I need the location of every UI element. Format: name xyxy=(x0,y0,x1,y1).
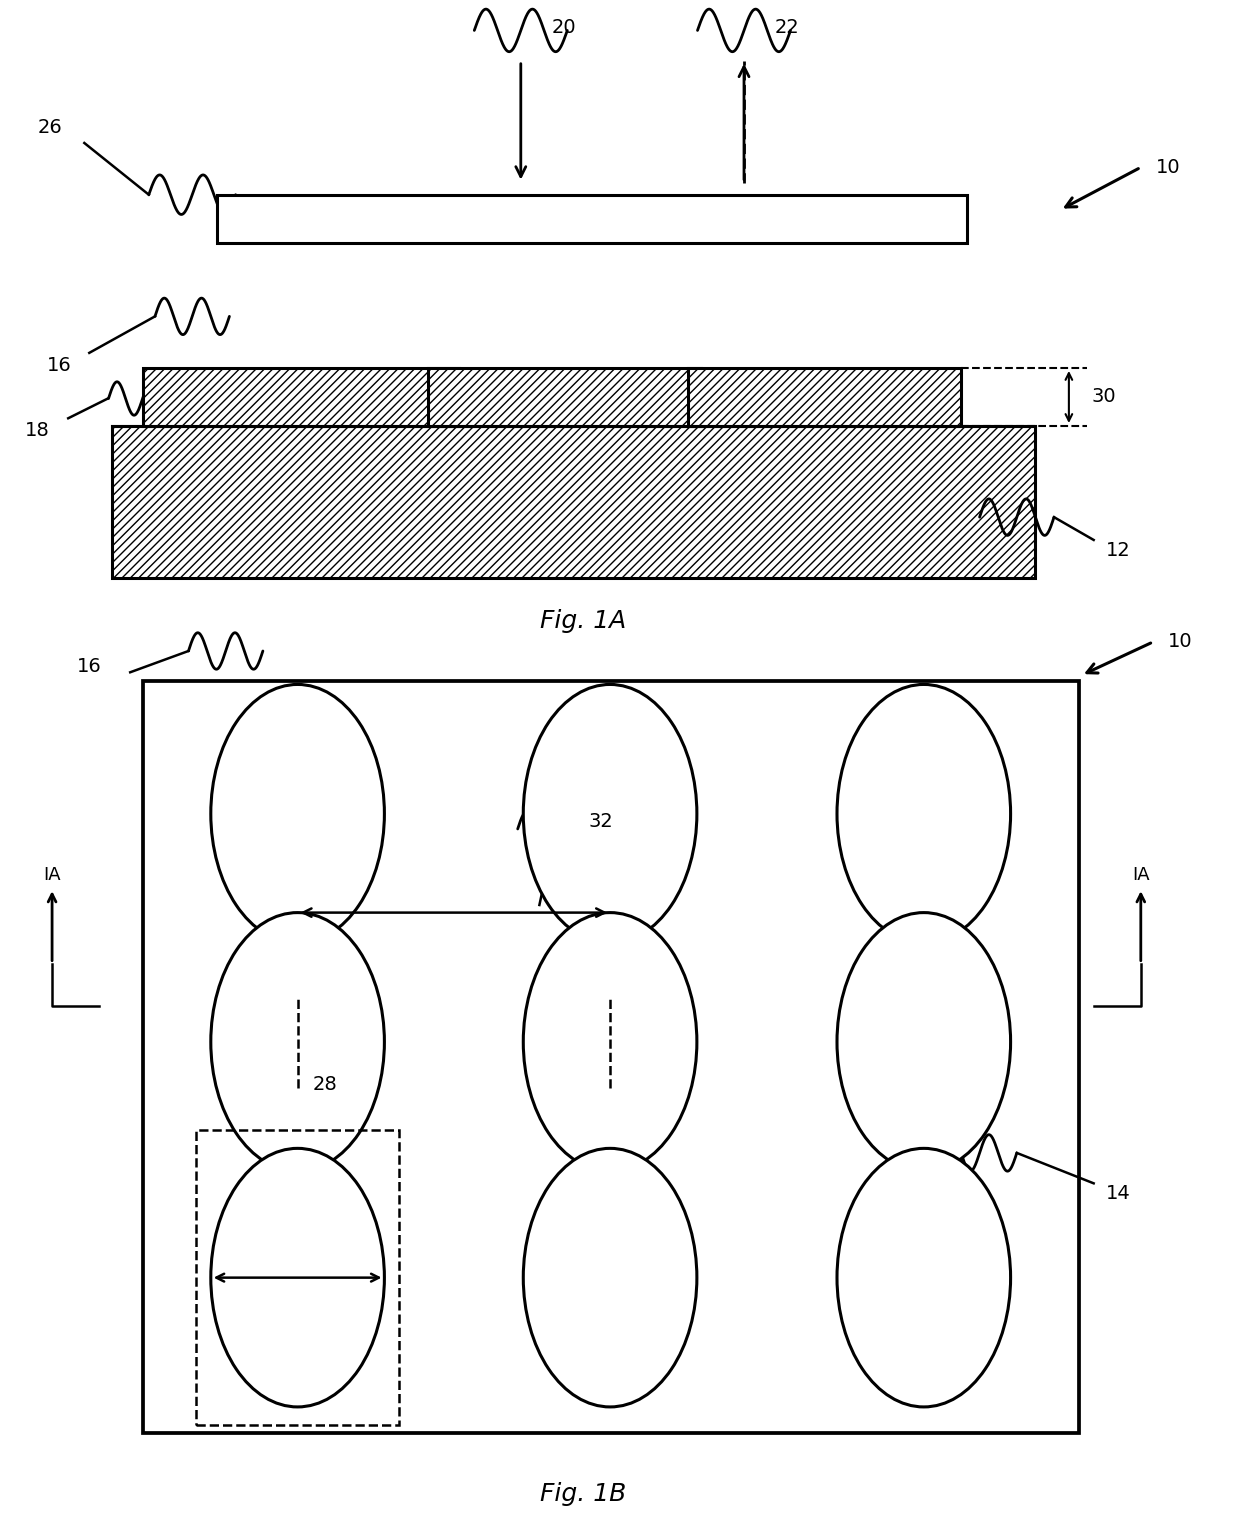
Bar xyxy=(143,368,459,426)
Ellipse shape xyxy=(211,684,384,943)
Text: 32: 32 xyxy=(589,812,614,830)
Text: 10: 10 xyxy=(1156,158,1180,176)
Bar xyxy=(688,368,961,426)
Text: 18: 18 xyxy=(25,421,50,440)
Text: 20: 20 xyxy=(552,18,577,37)
Text: IA: IA xyxy=(43,865,61,884)
Ellipse shape xyxy=(523,1148,697,1407)
Text: 30: 30 xyxy=(1091,388,1116,406)
Bar xyxy=(217,195,967,243)
Text: 16: 16 xyxy=(77,657,102,675)
Text: 22: 22 xyxy=(775,18,800,37)
Bar xyxy=(196,1130,399,1425)
Text: 12: 12 xyxy=(1106,541,1131,560)
Text: 26: 26 xyxy=(37,119,62,137)
Bar xyxy=(428,368,701,426)
Text: Fig. 1A: Fig. 1A xyxy=(539,608,626,633)
Ellipse shape xyxy=(837,684,1011,943)
Ellipse shape xyxy=(211,913,384,1171)
Ellipse shape xyxy=(523,913,697,1171)
Text: 10: 10 xyxy=(1168,633,1193,651)
Ellipse shape xyxy=(837,913,1011,1171)
Ellipse shape xyxy=(523,684,697,943)
Text: 28: 28 xyxy=(312,1075,337,1094)
Bar xyxy=(112,426,1035,578)
Bar xyxy=(143,681,1079,1433)
Ellipse shape xyxy=(211,1148,384,1407)
Text: Fig. 1B: Fig. 1B xyxy=(539,1481,626,1506)
Text: 16: 16 xyxy=(47,356,72,374)
Text: 14: 14 xyxy=(1106,1185,1131,1203)
Text: IA: IA xyxy=(1132,865,1149,884)
Ellipse shape xyxy=(837,1148,1011,1407)
